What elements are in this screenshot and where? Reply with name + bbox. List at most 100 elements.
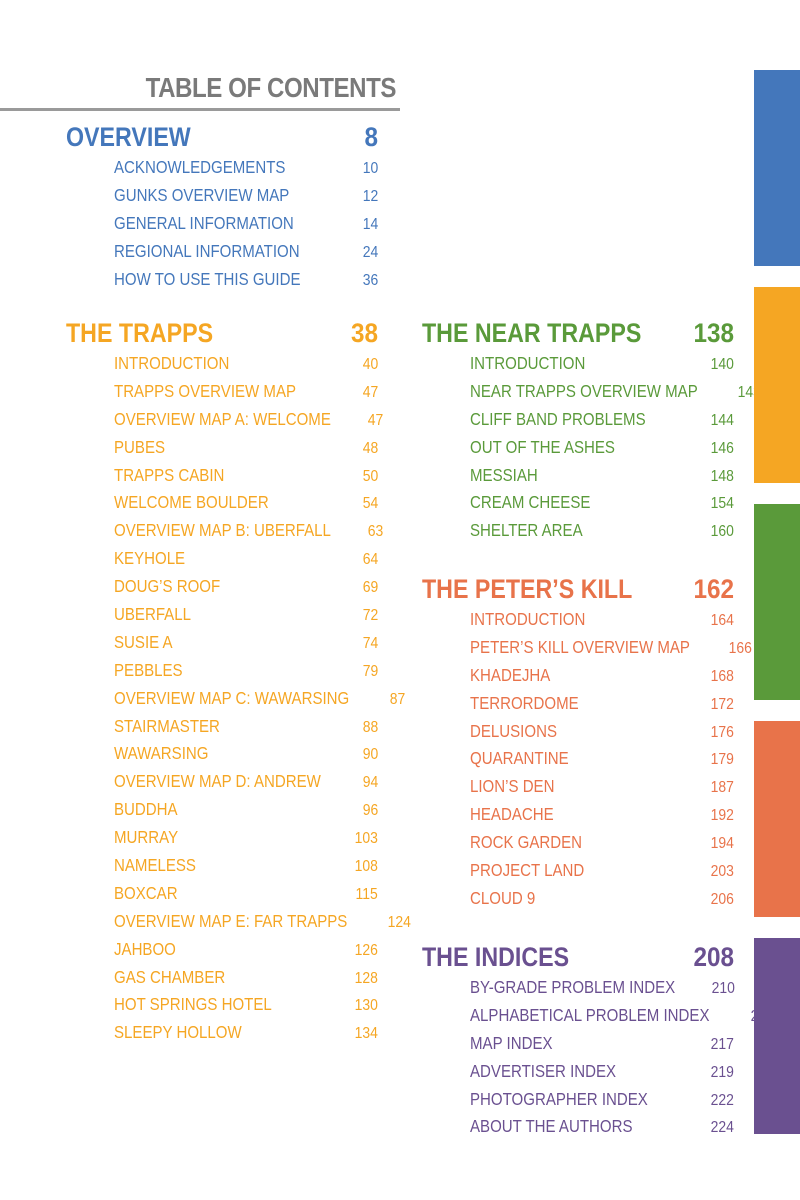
section-title: THE NEAR TRAPPS	[422, 318, 642, 348]
section-near-trapps: THE NEAR TRAPPS 138 INTRODUCTION 140 NEAR TR…	[422, 316, 761, 545]
entry-page-number: 140	[710, 356, 734, 373]
toc-entry: ACKNOWLEDGEMENTS 10	[114, 154, 378, 182]
entry-label: MAP INDEX	[470, 1032, 553, 1053]
entry-label: ADVERTISER INDEX	[470, 1060, 617, 1081]
toc-entry: ABOUT THE AUTHORS 224	[470, 1113, 734, 1141]
entry-label: WAWARSING	[114, 743, 209, 764]
entry-label: INTRODUCTION	[470, 353, 586, 373]
toc-entry: TRAPPS CABIN 50	[114, 462, 378, 490]
entry-page-number: 172	[710, 695, 734, 713]
entry-page-number: 164	[710, 612, 734, 629]
entry-page-number: 194	[710, 835, 734, 853]
color-tab-indices	[754, 938, 800, 1134]
entry-label: KHADEJHA	[470, 664, 551, 685]
entry-label: HOW TO USE THIS GUIDE	[114, 268, 301, 289]
entry-label: MESSIAH	[470, 464, 538, 485]
toc-entry: OVERVIEW MAP E: FAR TRAPPS 124	[114, 908, 411, 936]
entry-page-number: 222	[710, 1091, 734, 1109]
section-title: THE INDICES	[422, 942, 570, 972]
toc-entry: WAWARSING 90	[114, 740, 378, 768]
section-overview: OVERVIEW 8 ACKNOWLEDGEMENTS 10 GUNKS OVERVIE…	[66, 120, 378, 293]
toc-entry: GUNKS OVERVIEW MAP 12	[114, 182, 378, 210]
entry-label: NAMELESS	[114, 855, 196, 876]
entry-page-number: 88	[362, 718, 378, 736]
entry-page-number: 179	[710, 751, 734, 769]
toc-entry: TRAPPS OVERVIEW MAP 47	[114, 378, 378, 406]
entry-label: PUBES	[114, 436, 166, 457]
entry-page-number: 134	[354, 1025, 378, 1043]
toc-entry: PEBBLES 79	[114, 657, 378, 685]
entry-label: TRAPPS OVERVIEW MAP	[114, 380, 297, 401]
color-tab-peters-kill	[754, 721, 800, 917]
entry-label: STAIRMASTER	[114, 715, 220, 736]
entry-label: OUT OF THE ASHES	[470, 436, 615, 457]
entry-page-number: 130	[354, 997, 378, 1015]
entry-page-number: 210	[711, 980, 735, 997]
section-heading: THE INDICES 208	[422, 940, 734, 974]
entry-page-number: 94	[362, 774, 378, 792]
entry-label: BY-GRADE PROBLEM INDEX	[470, 977, 676, 997]
entry-page-number: 192	[710, 807, 734, 825]
entry-label: TERRORDOME	[470, 692, 579, 713]
entry-page-number: 96	[362, 802, 378, 820]
entry-page-number: 10	[362, 160, 378, 177]
entry-label: MURRAY	[114, 827, 179, 848]
entry-page-number: 36	[362, 271, 378, 289]
section-page-number: 38	[350, 318, 378, 348]
entry-label: ACKNOWLEDGEMENTS	[114, 157, 286, 177]
toc-entry: WELCOME BOULDER 54	[114, 489, 378, 517]
toc-title: TABLE OF CONTENTS	[145, 72, 397, 103]
entry-page-number: 87	[389, 690, 405, 708]
toc-entry: PETER’S KILL OVERVIEW MAP 166	[470, 634, 752, 662]
toc-entry: GAS CHAMBER 128	[114, 964, 378, 992]
entry-page-number: 217	[710, 1035, 734, 1053]
toc-entry: MAP INDEX 217	[470, 1030, 734, 1058]
entry-page-number: 47	[367, 411, 384, 429]
color-tab-near-trapps	[754, 504, 800, 700]
toc-entry: OVERVIEW MAP A: WELCOME 47	[114, 406, 383, 434]
entry-label: SHELTER AREA	[470, 520, 583, 541]
entry-page-number: 144	[710, 411, 734, 429]
section-indices: THE INDICES 208 BY-GRADE PROBLEM INDEX 210 A…	[422, 940, 774, 1141]
section-page-number: 138	[693, 318, 734, 348]
entry-page-number: 146	[710, 439, 734, 457]
entry-page-number: 24	[362, 243, 378, 261]
entry-label: JAHBOO	[114, 938, 176, 959]
toc-entry: PROJECT LAND 203	[470, 857, 734, 885]
toc-entry: STAIRMASTER 88	[114, 713, 378, 741]
toc-entry: CREAM CHEESE 154	[470, 489, 734, 517]
entry-page-number: 168	[710, 667, 734, 685]
entry-label: WELCOME BOULDER	[114, 492, 269, 513]
entry-label: OVERVIEW MAP A: WELCOME	[114, 408, 331, 429]
entry-page-number: 108	[354, 858, 378, 876]
entry-label: HOT SPRINGS HOTEL	[114, 994, 272, 1015]
section-peters-kill: THE PETER’S KILL 162 INTRODUCTION 164 PETER’…	[422, 572, 752, 913]
entry-page-number: 219	[710, 1063, 734, 1081]
toc-entry: QUARANTINE 179	[470, 745, 734, 773]
section-page-number: 208	[693, 942, 734, 972]
entry-label: INTRODUCTION	[470, 609, 586, 629]
section-title: THE TRAPPS	[66, 318, 214, 348]
entry-label: ABOUT THE AUTHORS	[470, 1116, 633, 1137]
section-title: THE PETER’S KILL	[422, 574, 633, 604]
section-page-number: 8	[364, 122, 378, 152]
entry-label: TRAPPS CABIN	[114, 464, 225, 485]
toc-entry: PUBES 48	[114, 434, 378, 462]
entry-label: NEAR TRAPPS OVERVIEW MAP	[470, 380, 698, 401]
entry-label: SLEEPY HOLLOW	[114, 1022, 242, 1043]
toc-entry: DELUSIONS 176	[470, 718, 734, 746]
entry-label: SUSIE A	[114, 631, 173, 652]
toc-entry: KEYHOLE 64	[114, 545, 378, 573]
section-heading: THE TRAPPS 38	[66, 316, 378, 350]
entry-label: PHOTOGRAPHER INDEX	[470, 1088, 648, 1109]
entry-label: DOUG’S ROOF	[114, 576, 221, 597]
entry-page-number: 124	[387, 913, 412, 931]
toc-entry: SUSIE A 74	[114, 629, 378, 657]
toc-entry: REGIONAL INFORMATION 24	[114, 238, 378, 266]
entry-label: GUNKS OVERVIEW MAP	[114, 184, 290, 205]
entry-label: PROJECT LAND	[470, 860, 585, 881]
entry-page-number: 203	[710, 863, 734, 881]
entry-label: OVERVIEW MAP D: ANDREW	[114, 771, 321, 792]
toc-entry: SHELTER AREA 160	[470, 517, 734, 545]
toc-entry: KHADEJHA 168	[470, 662, 734, 690]
